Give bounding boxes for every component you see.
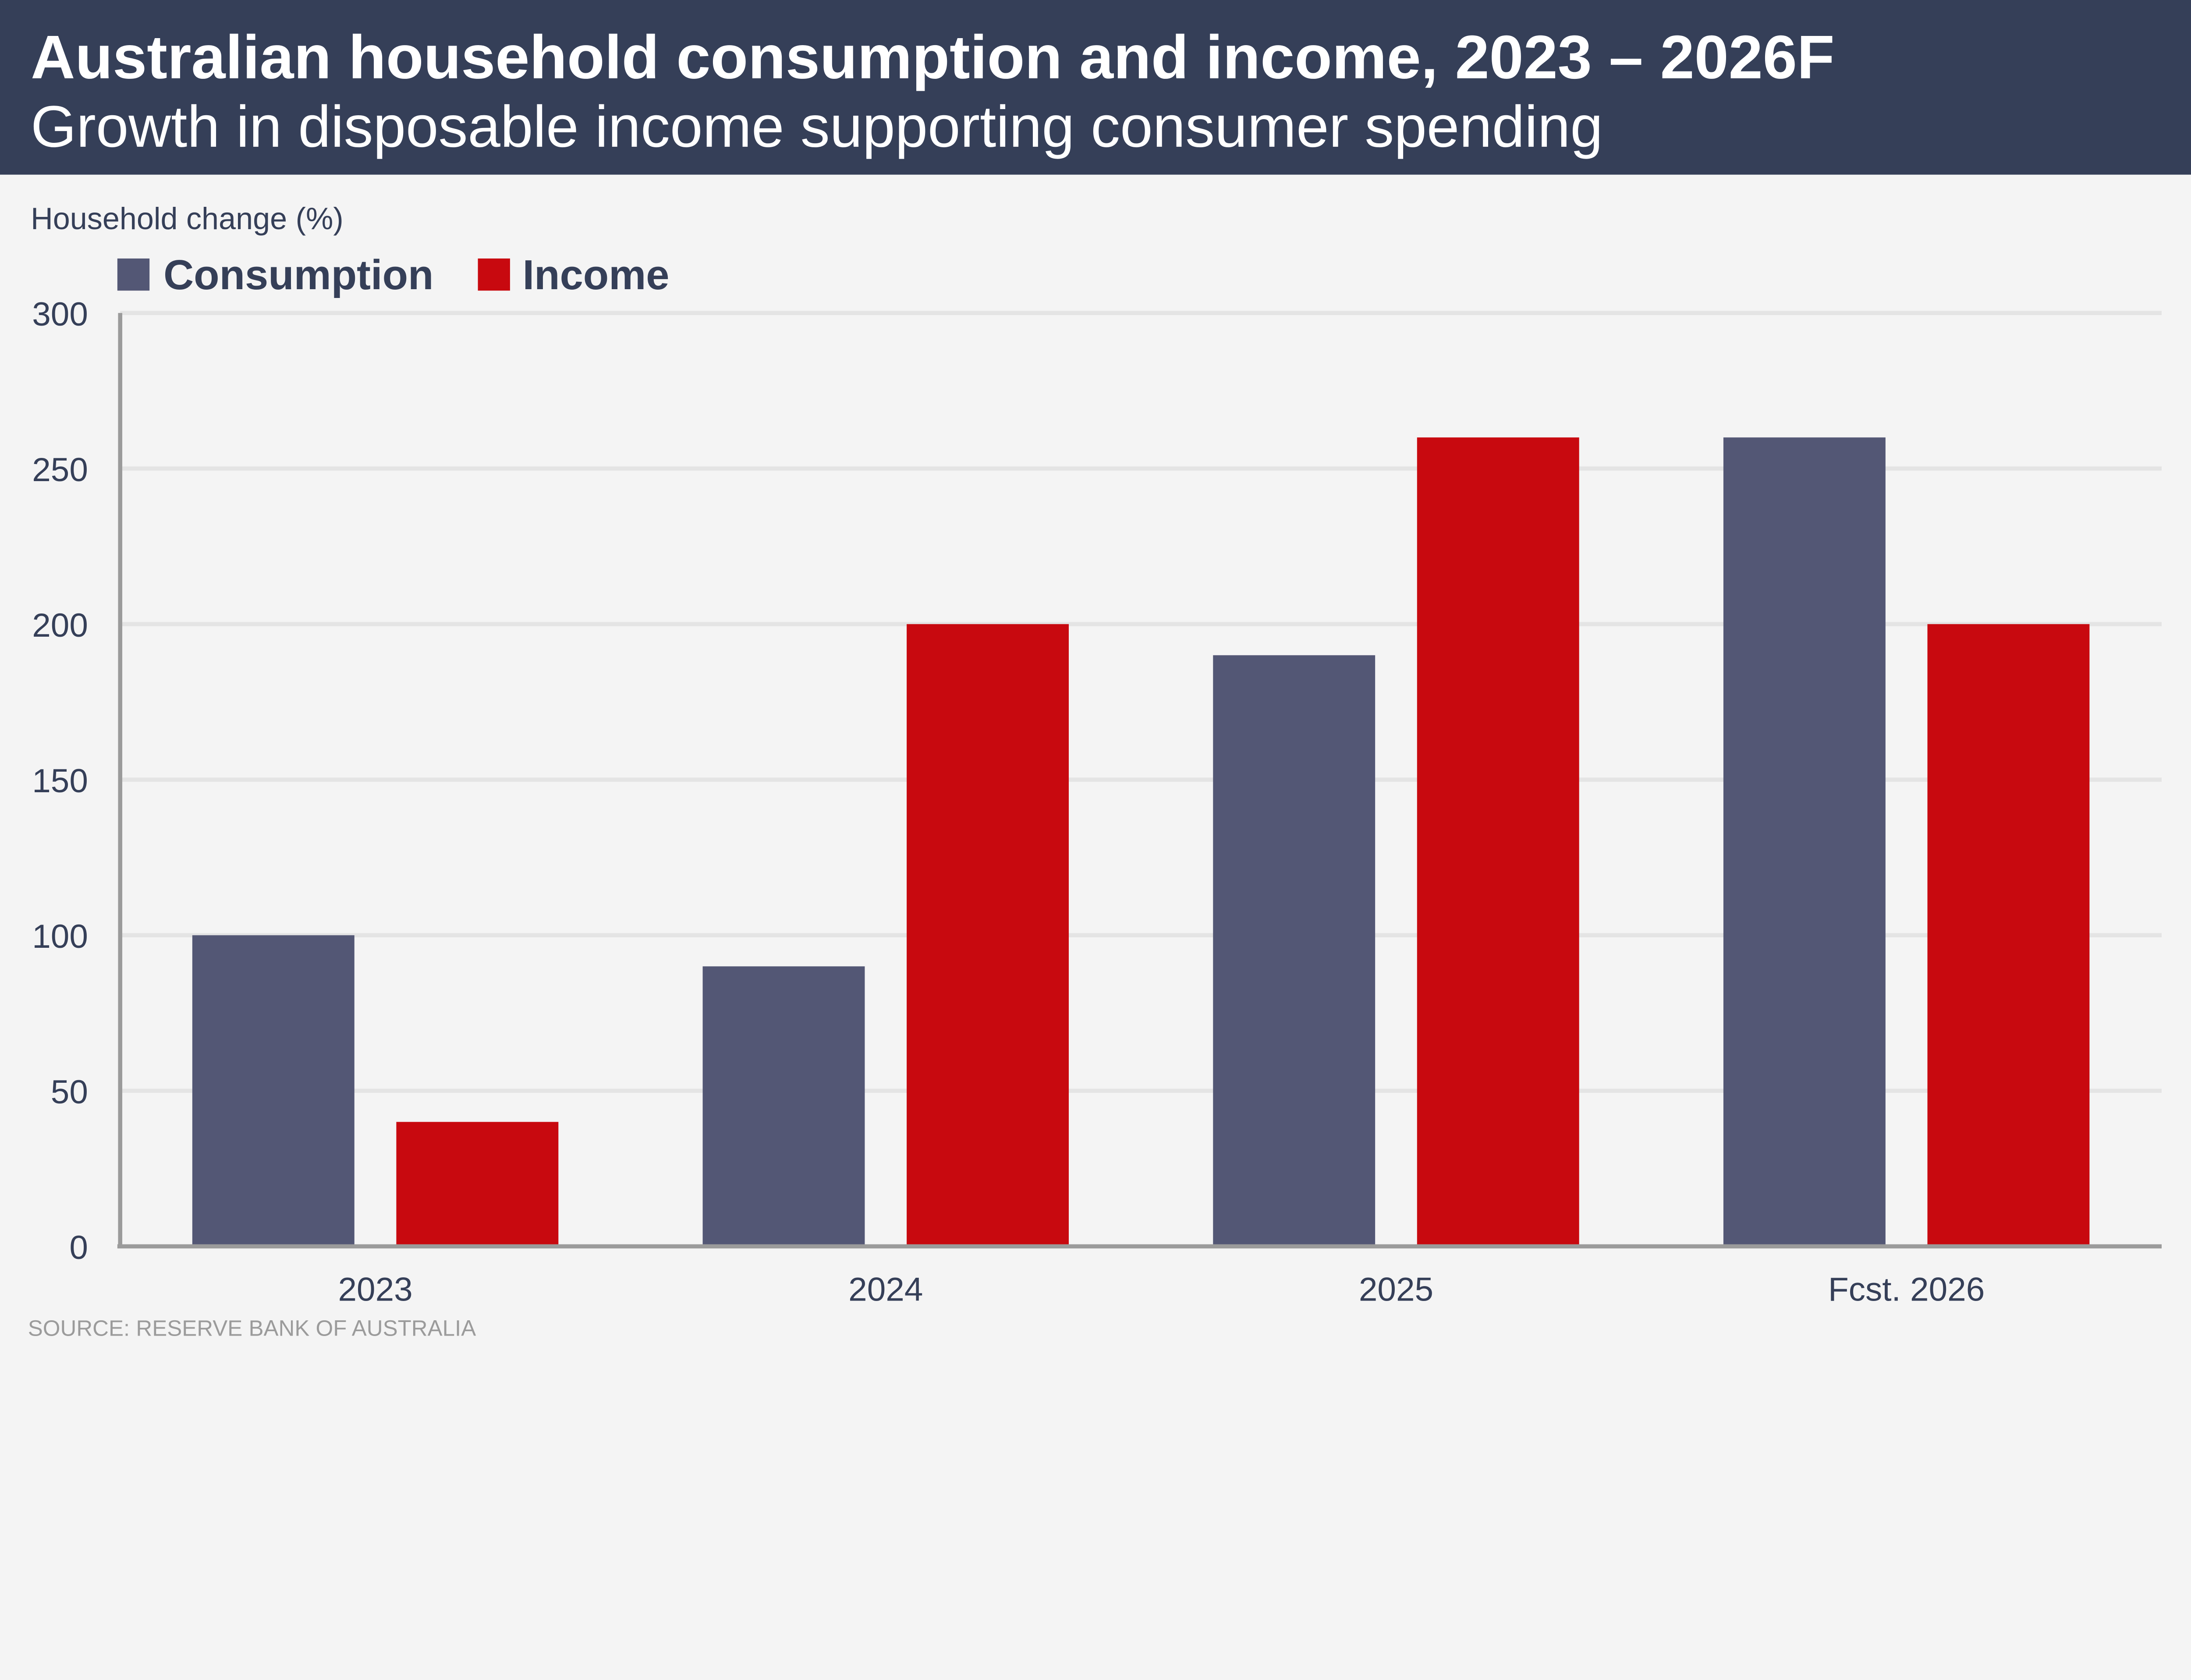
source-note: SOURCE: RESERVE BANK OF AUSTRALIA — [28, 1315, 476, 1340]
bar-income-2025 — [1417, 437, 1579, 1247]
bars — [192, 437, 2090, 1247]
bar-income-2023 — [396, 1122, 559, 1247]
bar-income-fcst-2026 — [1927, 624, 2090, 1247]
bar-consumption-2025 — [1213, 655, 1376, 1247]
y-axis-label: Household change (%) — [31, 201, 344, 236]
legend: Consumption Income — [117, 252, 670, 298]
x-tick-label: 2023 — [338, 1271, 412, 1308]
bar-consumption-fcst-2026 — [1723, 437, 1886, 1247]
x-tick-label: 2024 — [848, 1271, 923, 1308]
y-tick-label: 0 — [69, 1229, 88, 1266]
chart: Australian household consumption and inc… — [0, 0, 2191, 1341]
y-tick-label: 100 — [32, 918, 88, 955]
chart-title: Australian household consumption and inc… — [31, 23, 1834, 92]
legend-swatch-consumption — [117, 258, 150, 291]
y-tick-label: 150 — [32, 762, 88, 800]
legend-label-consumption: Consumption — [163, 252, 433, 298]
bar-income-2024 — [907, 624, 1069, 1247]
y-tick-label: 300 — [32, 296, 88, 333]
header-bar — [0, 0, 2191, 175]
bar-consumption-2023 — [192, 935, 355, 1247]
y-tick-label: 250 — [32, 451, 88, 489]
y-tick-label: 50 — [51, 1074, 88, 1111]
x-tick-label: 2025 — [1359, 1271, 1433, 1308]
legend-label-income: Income — [523, 252, 670, 298]
y-tick-label: 200 — [32, 607, 88, 644]
chart-subtitle: Growth in disposable income supporting c… — [31, 94, 1603, 159]
legend-swatch-income — [478, 258, 510, 291]
bar-consumption-2024 — [702, 966, 865, 1247]
y-tick-labels: 0 50 100 150 200 250 300 — [32, 296, 88, 1266]
x-tick-label: Fcst. 2026 — [1828, 1271, 1985, 1308]
x-tick-labels: 2023 2024 2025 Fcst. 2026 — [338, 1271, 1985, 1308]
